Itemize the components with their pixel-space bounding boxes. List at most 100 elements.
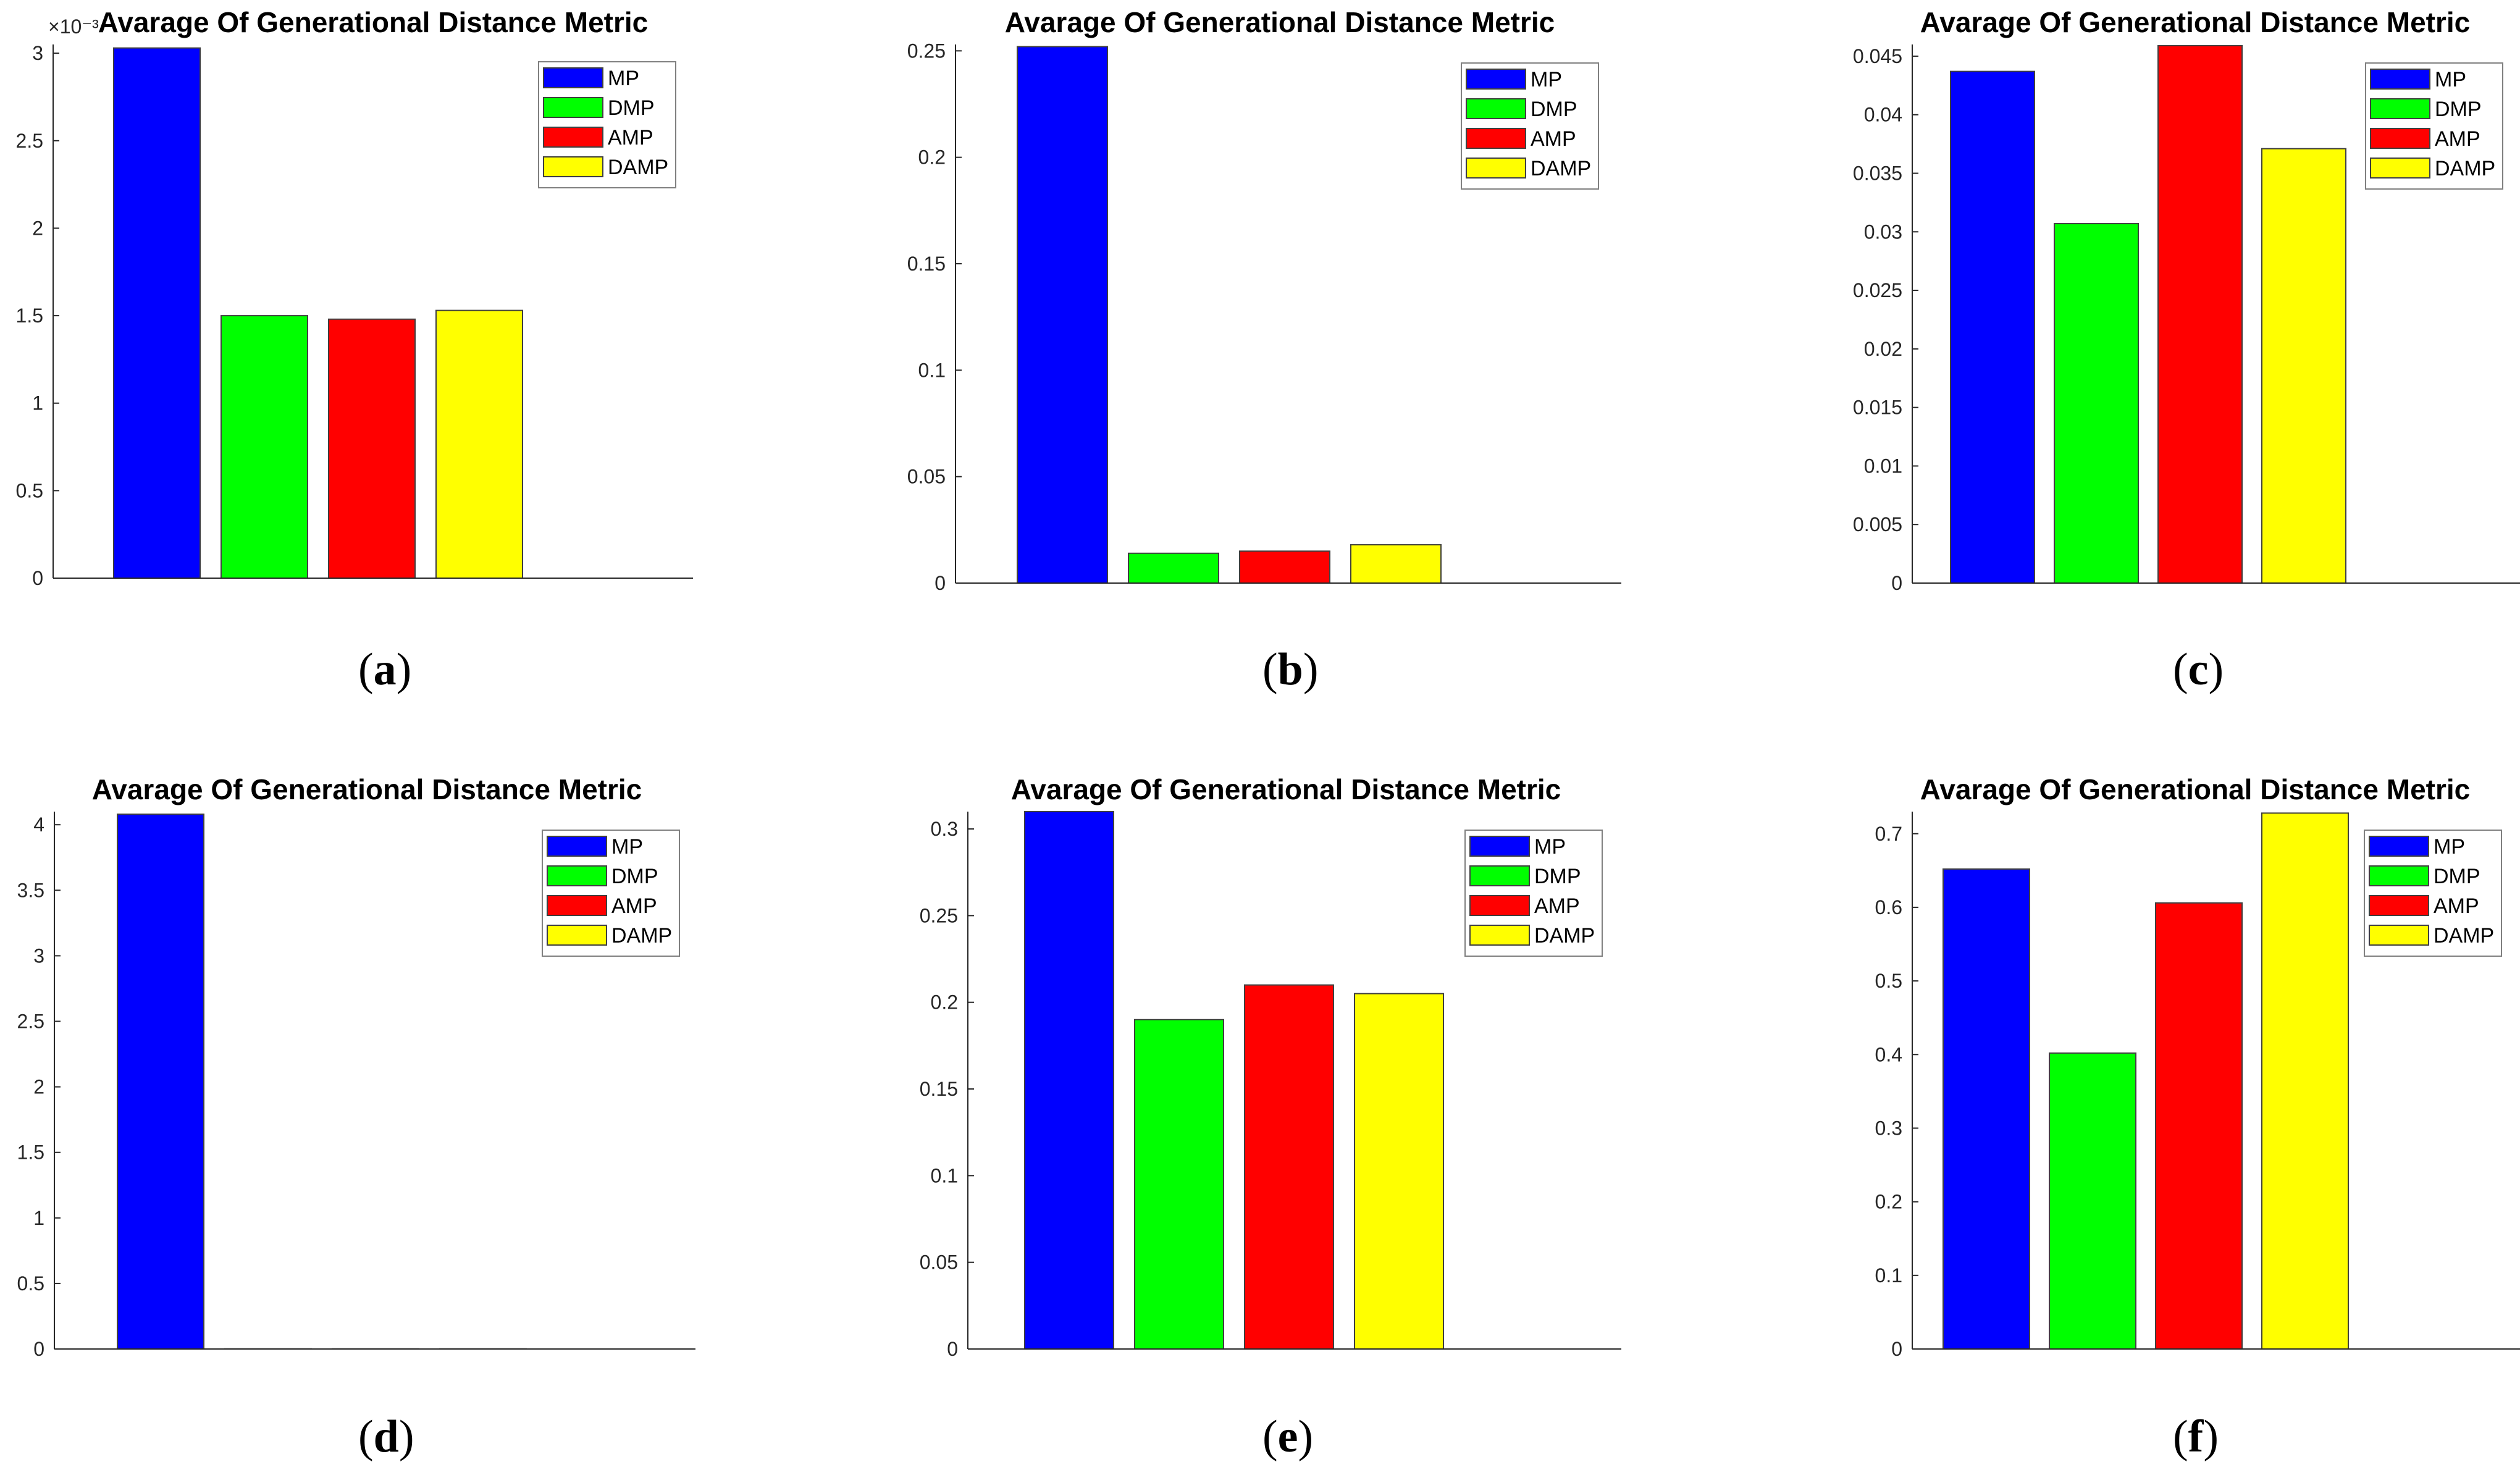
y-tick-label: 0: [947, 1338, 958, 1360]
legend-label-dmp: DMP: [608, 96, 655, 120]
legend-swatch-damp: [1466, 158, 1526, 179]
legend-swatch-mp: [547, 836, 607, 857]
y-tick-label: 0.6: [1875, 896, 1902, 918]
legend-label-amp: AMP: [611, 894, 657, 918]
legend-swatch-amp: [543, 127, 603, 148]
legend-label-dmp: DMP: [1531, 98, 1577, 121]
chart-panel-d: Avarage Of Generational Distance Metric 0…: [17, 773, 695, 1462]
y-tick-label: 2.5: [16, 130, 43, 152]
caption-close: ): [1303, 644, 1319, 695]
legend-label-dmp: DMP: [1534, 865, 1581, 888]
y-tick-label: 1: [33, 1207, 44, 1229]
y-tick-label: 0.015: [1853, 397, 1902, 419]
chart-panel-e: Avarage Of Generational Distance Metric 0…: [920, 773, 1621, 1462]
bar-damp: [1350, 544, 1442, 584]
bar-mp: [1024, 811, 1114, 1350]
chart-title: Avarage Of Generational Distance Metric: [1920, 6, 2471, 38]
legend-label-amp: AMP: [1534, 894, 1580, 918]
caption-open: (: [1262, 644, 1278, 695]
y-tick-label: 0.2: [1875, 1191, 1902, 1213]
caption-letter: c: [2188, 644, 2209, 695]
y-tick-label: 1: [32, 392, 43, 414]
y-tick-label: 0: [33, 1338, 44, 1360]
caption-letter: a: [374, 644, 397, 695]
caption-open: (: [1262, 1411, 1278, 1462]
legend-swatch-damp: [1469, 925, 1530, 946]
legend-swatch-mp: [2370, 69, 2430, 90]
y-tick-label: 0.4: [1875, 1043, 1902, 1065]
caption-open: (: [2173, 644, 2188, 695]
y-tick-label: 3: [32, 42, 43, 64]
bar-damp: [435, 309, 523, 579]
legend-swatch-dmp: [1466, 98, 1526, 119]
legend-label-damp: DAMP: [1534, 924, 1595, 948]
legend: MP DMP AMP DAMP: [1461, 62, 1599, 190]
caption-open: (: [358, 644, 374, 695]
chart-panel-b: Avarage Of Generational Distance Metric 0…: [907, 6, 1621, 695]
legend-label-mp: MP: [2434, 835, 2465, 859]
bar-dmp: [220, 315, 308, 579]
legend: MP DMP AMP DAMP: [538, 61, 676, 188]
caption-letter: f: [2188, 1411, 2204, 1462]
caption-letter: d: [374, 1411, 399, 1462]
y-tick-label: 0.035: [1853, 162, 1902, 185]
legend-swatch-mp: [543, 67, 603, 88]
panel-caption: (a): [358, 644, 411, 695]
bar-mp: [1950, 70, 2035, 584]
y-tick-label: 0.05: [907, 466, 946, 488]
y-tick-label: 0.7: [1875, 823, 1902, 845]
y-tick-label: 0.2: [931, 991, 958, 1014]
bar-mp: [117, 813, 204, 1350]
caption-open: (: [358, 1411, 374, 1462]
y-tick-label: 2: [32, 217, 43, 239]
y-tick-label: 1.5: [17, 1141, 44, 1164]
bar-damp: [2261, 148, 2346, 584]
legend-label-amp: AMP: [2434, 894, 2479, 918]
legend-swatch-dmp: [2370, 98, 2430, 119]
y-tick-label: 0.1: [1875, 1264, 1902, 1287]
legend-swatch-amp: [2369, 895, 2429, 916]
panel-caption: (f): [2173, 1411, 2219, 1462]
legend-label-damp: DAMP: [608, 156, 668, 179]
legend: MP DMP AMP DAMP: [1464, 830, 1603, 957]
legend: MP DMP AMP DAMP: [2364, 830, 2502, 957]
y-tick-label: 0.5: [17, 1272, 44, 1295]
y-tick-label: 0.05: [920, 1251, 958, 1274]
legend-swatch-amp: [1466, 128, 1526, 149]
panel-caption: (c): [2173, 644, 2224, 695]
y-tick-label: 0.005: [1853, 513, 1902, 536]
y-tick-label: 0.15: [907, 253, 946, 275]
bar-dmp: [2054, 223, 2139, 584]
bar-dmp: [2049, 1052, 2136, 1350]
legend-label-amp: AMP: [1531, 127, 1576, 151]
legend-label-mp: MP: [1534, 835, 1566, 859]
legend-swatch-amp: [1469, 895, 1530, 916]
y-tick-label: 0.5: [16, 479, 43, 502]
caption-close: ): [2209, 644, 2224, 695]
legend-label-dmp: DMP: [611, 865, 658, 888]
legend-label-damp: DAMP: [611, 924, 672, 948]
chart-title: Avarage Of Generational Distance Metric: [98, 6, 649, 38]
legend-swatch-amp: [547, 895, 607, 916]
legend-label-damp: DAMP: [2434, 924, 2494, 948]
caption-open: (: [2173, 1411, 2188, 1462]
y-tick-label: 3: [33, 944, 44, 967]
bar-mp: [1017, 46, 1108, 584]
legend-label-mp: MP: [1531, 68, 1562, 91]
y-tick-label: 3.5: [17, 879, 44, 901]
chart-panel-f: Avarage Of Generational Distance Metric 0…: [1875, 773, 2520, 1462]
panel-caption: (e): [1262, 1411, 1313, 1462]
bar-damp: [1354, 993, 1444, 1350]
caption-letter: e: [1278, 1411, 1298, 1462]
caption-close: ): [397, 644, 412, 695]
y-tick-label: 0: [32, 567, 43, 589]
y-tick-label: 4: [33, 813, 44, 836]
legend-label-damp: DAMP: [2435, 157, 2495, 180]
bar-dmp: [1128, 552, 1219, 584]
caption-close: ): [2203, 1411, 2219, 1462]
y-tick-label: 0: [1891, 572, 1902, 594]
legend-label-mp: MP: [608, 67, 639, 90]
chart-title: Avarage Of Generational Distance Metric: [92, 773, 642, 805]
chart-title: Avarage Of Generational Distance Metric: [1011, 773, 1561, 805]
bar-mp: [113, 47, 201, 579]
